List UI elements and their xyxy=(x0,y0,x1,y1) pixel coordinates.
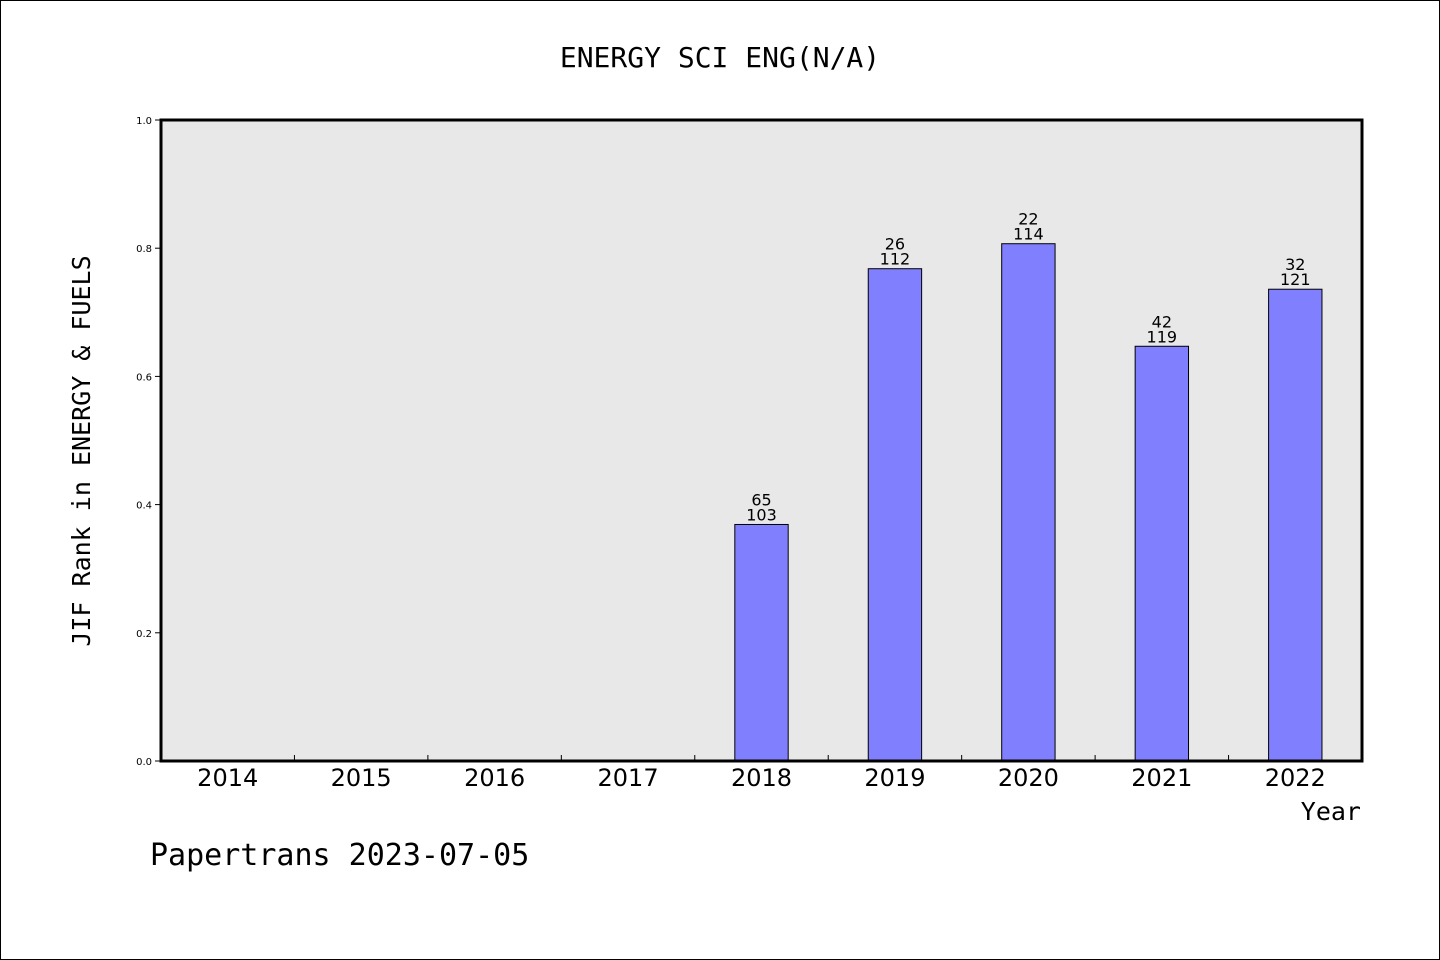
bar-2022 xyxy=(1268,288,1323,762)
bar-2021 xyxy=(1134,345,1190,762)
x-axis-title: Year xyxy=(1301,797,1361,826)
x-tick-label: 2017 xyxy=(598,764,659,792)
bar-rank-label: 22 xyxy=(1018,210,1038,229)
y-tick-label: 0.0 xyxy=(136,757,152,768)
bar-2019 xyxy=(867,268,923,762)
x-tick-label: 2014 xyxy=(197,764,258,792)
x-tick-label: 2015 xyxy=(331,764,392,792)
y-tick-label: 0.8 xyxy=(136,244,152,255)
bar-total-label: 103 xyxy=(746,505,777,524)
y-tick-label: 0.4 xyxy=(136,501,152,512)
bars xyxy=(734,243,1323,762)
bar-total-label: 114 xyxy=(1013,225,1044,244)
x-axis-ticks: 2014 2015 2016 2017 2018 2019 2020 2021 2022 xyxy=(197,755,1326,792)
plot-frame xyxy=(159,118,1364,763)
y-axis-title: JIF Rank in ENERGY & FUELS xyxy=(67,255,96,646)
x-tick-label: 2022 xyxy=(1265,764,1326,792)
bar-rank-label: 42 xyxy=(1152,312,1172,331)
y-axis-ticks: 0.0 0.2 0.4 0.6 0.8 1.0 xyxy=(136,116,161,768)
x-tick-label: 2016 xyxy=(464,764,525,792)
x-tick-label: 2021 xyxy=(1131,764,1192,792)
bar-total-label: 112 xyxy=(880,250,911,269)
bar-2020 xyxy=(1001,243,1056,762)
x-tick-label: 2020 xyxy=(998,764,1059,792)
y-tick-label: 1.0 xyxy=(136,116,152,127)
bar-rank-label: 26 xyxy=(885,235,905,254)
x-tick-label: 2019 xyxy=(864,764,925,792)
y-tick-label: 0.2 xyxy=(136,629,152,640)
footer-credit: Papertrans 2023-07-05 xyxy=(150,838,529,873)
bar-2018 xyxy=(734,523,789,762)
y-tick-label: 0.6 xyxy=(136,372,152,383)
bar-rank-label: 32 xyxy=(1285,255,1305,274)
bar-total-label: 119 xyxy=(1147,327,1178,346)
chart-title: ENERGY SCI ENG(N/A) xyxy=(560,41,880,74)
bar-total-label: 121 xyxy=(1280,270,1311,289)
bar-rank-label: 65 xyxy=(751,490,771,509)
x-tick-label: 2018 xyxy=(731,764,792,792)
